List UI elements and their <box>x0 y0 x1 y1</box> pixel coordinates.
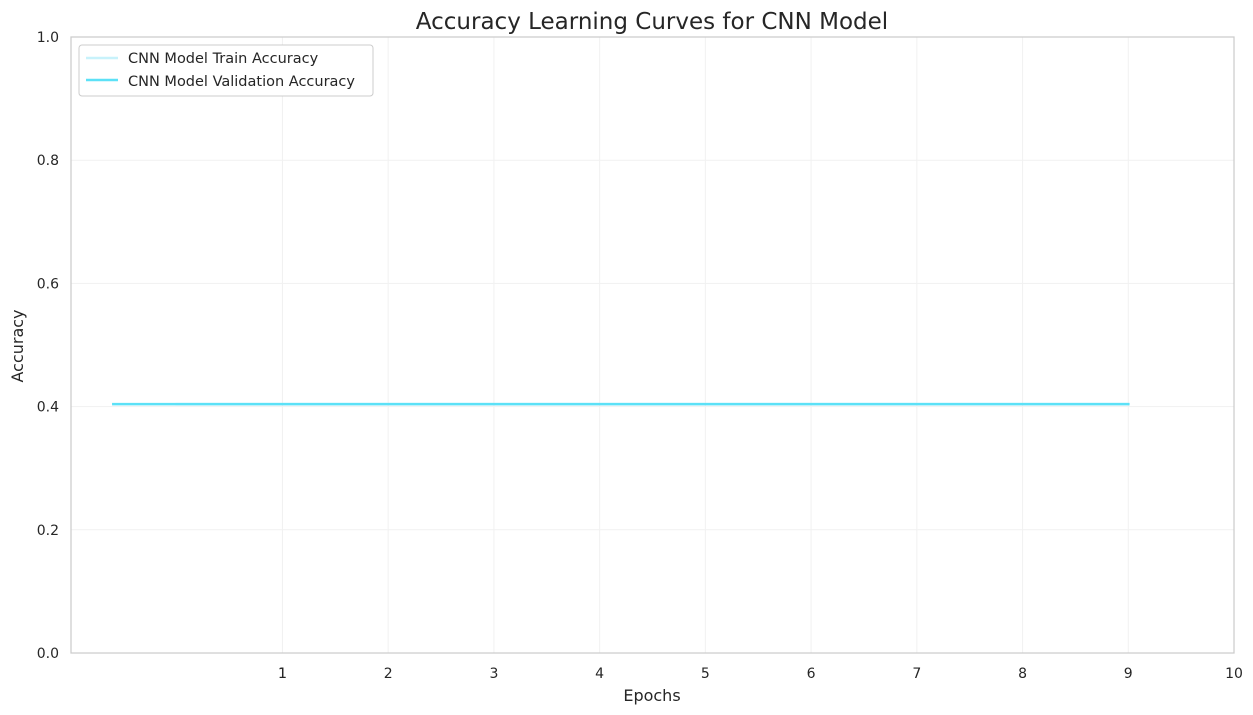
x-tick-label: 2 <box>384 666 393 682</box>
grid <box>71 36 1235 654</box>
x-tick-label: 8 <box>1018 666 1027 682</box>
x-tick-label: 7 <box>912 666 921 682</box>
y-tick-label: 0.2 <box>37 523 59 539</box>
x-tick-label: 1 <box>278 666 287 682</box>
legend-box <box>78 44 374 97</box>
x-tick-label: 10 <box>1225 666 1243 682</box>
y-tick-label: 0.4 <box>37 400 59 416</box>
x-axis-label: Epochs <box>623 686 680 705</box>
legend-label-validation: CNN Model Validation Accuracy <box>128 74 355 90</box>
x-tick-label: 6 <box>807 666 816 682</box>
y-tick-label: 0.0 <box>37 646 59 662</box>
x-axis-ticks: 11 2 3 4 5 6 7 8 9 10 <box>278 666 1243 682</box>
chart-title: Accuracy Learning Curves for CNN Model <box>416 9 888 35</box>
y-tick-label: 1.0 <box>37 30 59 46</box>
y-tick-label: 0.8 <box>37 153 59 169</box>
y-tick-label: 0.6 <box>37 276 59 292</box>
legend: CNN Model Train Accuracy CNN Model Valid… <box>78 44 374 97</box>
y-axis-label: Accuracy <box>8 309 27 382</box>
plot-frame <box>70 36 1235 654</box>
x-tick-label: 3 <box>489 666 498 682</box>
x-tick-label: 9 <box>1124 666 1133 682</box>
legend-label-train: CNN Model Train Accuracy <box>128 51 319 67</box>
y-axis-ticks: 0.0 0.2 0.4 0.6 0.8 1.0 <box>37 30 59 662</box>
x-tick-label: 5 <box>701 666 710 682</box>
x-tick-label: 1 <box>278 666 287 682</box>
x-tick-label: 4 <box>595 666 604 682</box>
